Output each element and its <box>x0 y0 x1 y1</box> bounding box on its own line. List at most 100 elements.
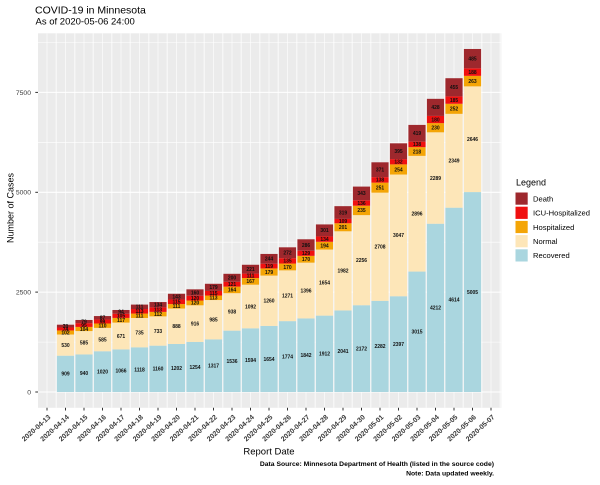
svg-text:254: 254 <box>394 167 403 173</box>
svg-text:3047: 3047 <box>393 233 404 239</box>
svg-text:138: 138 <box>413 142 422 148</box>
svg-text:113: 113 <box>209 296 217 302</box>
svg-text:134: 134 <box>320 237 329 243</box>
svg-text:70: 70 <box>63 324 69 330</box>
svg-text:194: 194 <box>320 243 329 249</box>
svg-text:2172: 2172 <box>356 346 367 352</box>
svg-text:1118: 1118 <box>134 367 145 373</box>
svg-text:167: 167 <box>246 279 255 285</box>
svg-text:143: 143 <box>172 294 181 300</box>
svg-text:136: 136 <box>357 201 366 207</box>
svg-text:4212: 4212 <box>430 306 441 312</box>
svg-text:170: 170 <box>283 265 292 271</box>
svg-text:87: 87 <box>100 316 106 322</box>
svg-text:7500: 7500 <box>16 90 31 97</box>
svg-text:2708: 2708 <box>374 245 385 251</box>
svg-text:244: 244 <box>265 257 274 263</box>
svg-text:2500: 2500 <box>16 290 31 297</box>
svg-text:164: 164 <box>228 288 237 294</box>
svg-text:235: 235 <box>357 208 366 214</box>
svg-text:5005: 5005 <box>467 290 478 296</box>
svg-text:733: 733 <box>154 329 163 335</box>
svg-text:121: 121 <box>228 282 237 288</box>
svg-text:179: 179 <box>265 270 274 276</box>
svg-text:132: 132 <box>394 160 403 166</box>
svg-text:1536: 1536 <box>226 359 237 365</box>
svg-text:Number of Cases: Number of Cases <box>6 172 16 243</box>
svg-text:180: 180 <box>431 117 440 123</box>
svg-text:Report Date: Report Date <box>243 447 294 458</box>
svg-text:120: 120 <box>191 296 200 302</box>
svg-text:585: 585 <box>98 337 107 343</box>
svg-text:909: 909 <box>61 372 70 378</box>
svg-text:1842: 1842 <box>300 353 311 359</box>
svg-text:111: 111 <box>136 305 144 311</box>
svg-text:138: 138 <box>376 178 385 184</box>
svg-text:286: 286 <box>302 243 311 249</box>
svg-text:As of 2020-05-06 24:00: As of 2020-05-06 24:00 <box>36 17 135 28</box>
svg-text:916: 916 <box>191 321 200 327</box>
svg-text:74: 74 <box>63 327 69 333</box>
svg-text:111: 111 <box>136 314 144 320</box>
svg-text:1654: 1654 <box>319 280 330 286</box>
svg-text:221: 221 <box>246 267 255 273</box>
svg-text:1066: 1066 <box>115 369 126 375</box>
svg-text:2397: 2397 <box>393 342 404 348</box>
svg-text:2289: 2289 <box>430 176 441 182</box>
svg-text:1271: 1271 <box>282 294 293 300</box>
svg-text:ICU-Hospitalized: ICU-Hospitalized <box>533 209 590 218</box>
svg-text:1982: 1982 <box>337 269 348 275</box>
svg-text:Legend: Legend <box>516 178 546 188</box>
svg-text:113: 113 <box>135 309 143 315</box>
svg-text:1202: 1202 <box>171 366 182 372</box>
svg-text:102: 102 <box>61 330 70 336</box>
svg-text:120: 120 <box>191 301 200 307</box>
svg-text:1594: 1594 <box>245 358 256 364</box>
svg-text:985: 985 <box>209 318 218 324</box>
svg-text:455: 455 <box>450 85 459 91</box>
svg-text:Data Source: Minnesota Departm: Data Source: Minnesota Department of Hea… <box>260 461 494 468</box>
svg-text:1254: 1254 <box>189 365 200 371</box>
svg-text:395: 395 <box>394 149 403 155</box>
svg-text:111: 111 <box>247 274 255 280</box>
svg-text:Normal: Normal <box>533 237 558 246</box>
svg-text:115: 115 <box>209 291 217 297</box>
svg-text:1396: 1396 <box>300 288 311 294</box>
svg-text:319: 319 <box>339 210 348 216</box>
svg-text:938: 938 <box>228 310 237 316</box>
svg-text:112: 112 <box>154 312 162 318</box>
svg-text:428: 428 <box>431 105 440 111</box>
svg-text:1160: 1160 <box>153 367 164 373</box>
svg-text:129: 129 <box>302 251 311 257</box>
svg-text:79: 79 <box>81 319 87 325</box>
svg-text:201: 201 <box>339 225 348 231</box>
svg-text:671: 671 <box>117 334 126 340</box>
svg-text:1774: 1774 <box>282 354 293 360</box>
svg-text:99: 99 <box>100 319 106 325</box>
svg-text:135: 135 <box>283 259 292 265</box>
svg-text:134: 134 <box>154 303 163 309</box>
svg-text:117: 117 <box>117 318 125 324</box>
svg-text:3015: 3015 <box>411 330 422 336</box>
svg-text:940: 940 <box>80 371 89 377</box>
svg-text:1317: 1317 <box>208 363 219 369</box>
svg-text:2896: 2896 <box>411 212 422 218</box>
svg-text:200: 200 <box>228 276 237 282</box>
svg-text:735: 735 <box>135 330 144 336</box>
svg-text:419: 419 <box>413 131 422 137</box>
svg-text:Note: Data updated weekly.: Note: Data updated weekly. <box>406 470 494 477</box>
svg-text:105: 105 <box>117 314 126 320</box>
svg-text:110: 110 <box>98 323 106 329</box>
svg-text:111: 111 <box>173 304 181 310</box>
svg-text:4614: 4614 <box>448 298 459 304</box>
svg-text:2349: 2349 <box>448 159 459 165</box>
svg-text:0: 0 <box>27 389 31 396</box>
svg-text:230: 230 <box>431 126 440 132</box>
svg-text:1912: 1912 <box>319 352 330 358</box>
svg-text:585: 585 <box>80 341 89 347</box>
svg-text:95: 95 <box>81 323 87 329</box>
svg-text:888: 888 <box>172 324 181 330</box>
svg-text:272: 272 <box>283 251 292 257</box>
svg-text:113: 113 <box>154 307 162 313</box>
svg-text:185: 185 <box>450 98 459 104</box>
